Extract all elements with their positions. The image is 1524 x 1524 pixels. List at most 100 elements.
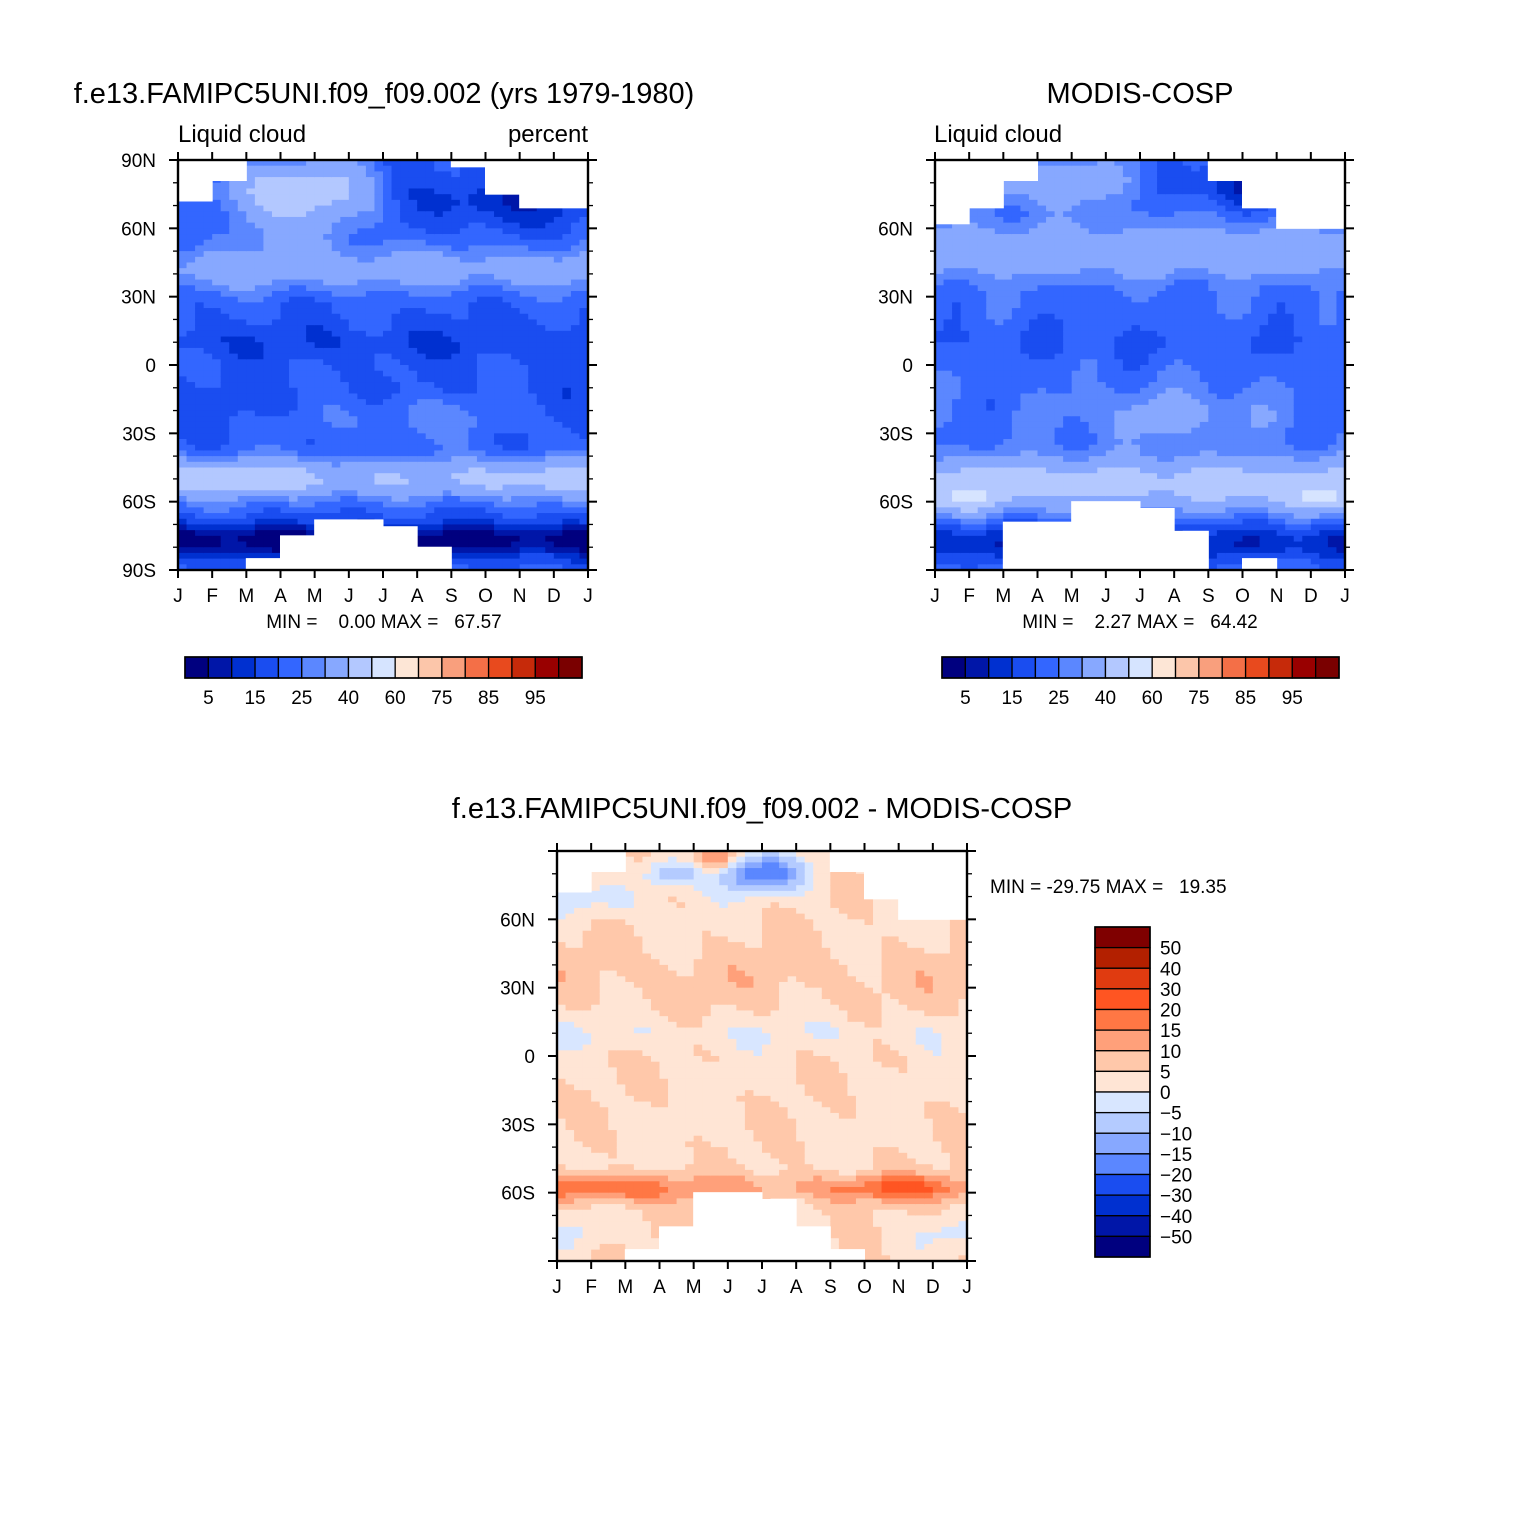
- heatmap-cell: [994, 234, 1004, 241]
- heatmap-cell: [1003, 501, 1013, 508]
- heatmap-cell: [271, 302, 282, 309]
- heatmap-cell: [553, 290, 563, 298]
- heatmap-cell: [323, 336, 333, 343]
- heatmap-cell: [383, 296, 393, 303]
- heatmap-cell: [1088, 251, 1098, 258]
- heatmap-cell: [254, 387, 265, 395]
- heatmap-cell: [186, 234, 196, 241]
- heatmap-cell: [579, 530, 589, 537]
- heatmap-cell: [1080, 182, 1090, 190]
- heatmap-cell: [1046, 177, 1056, 184]
- heatmap-cell: [459, 421, 470, 429]
- heatmap-cell: [528, 347, 538, 355]
- heatmap-cell: [986, 308, 996, 315]
- heatmap-cell: [195, 245, 205, 252]
- heatmap-cell: [271, 262, 282, 269]
- heatmap-cell: [357, 439, 367, 446]
- heatmap-cell: [280, 524, 290, 531]
- heatmap-cell: [1080, 376, 1090, 383]
- heatmap-cell: [476, 433, 487, 440]
- heatmap-cell: [237, 507, 247, 514]
- heatmap-cell: [451, 484, 461, 491]
- heatmap-cell: [485, 256, 495, 264]
- heatmap-cell: [1054, 404, 1064, 412]
- heatmap-cell: [400, 199, 410, 207]
- heatmap-cell: [562, 359, 572, 366]
- heatmap-cell: [1003, 347, 1013, 355]
- heatmap-cell: [511, 507, 521, 514]
- heatmap-cell: [331, 211, 341, 218]
- heatmap-cell: [511, 490, 521, 497]
- heatmap-cell: [306, 251, 316, 258]
- heatmap-cell: [323, 290, 333, 298]
- heatmap-cell: [229, 262, 239, 269]
- heatmap-cell: [297, 234, 307, 241]
- heatmap-cell: [476, 473, 487, 480]
- heatmap-cell: [935, 552, 945, 560]
- heatmap-cell: [220, 399, 230, 406]
- panel-model-units-label: percent: [508, 121, 588, 148]
- heatmap-cell: [314, 359, 324, 366]
- heatmap-cell: [519, 564, 529, 571]
- heatmap-cell: [1063, 205, 1073, 212]
- heatmap-cell: [237, 421, 247, 429]
- heatmap-cell: [1080, 484, 1090, 491]
- heatmap-cell: [994, 518, 1004, 526]
- heatmap-cell: [237, 365, 247, 372]
- heatmap-cell: [553, 228, 563, 235]
- heatmap-cell: [297, 387, 307, 395]
- heatmap-cell: [562, 410, 572, 417]
- heatmap-cell: [579, 473, 589, 480]
- heatmap-cell: [494, 393, 504, 400]
- heatmap-cell: [969, 513, 979, 520]
- heatmap-cell: [545, 404, 555, 412]
- heatmap-cell: [280, 365, 290, 372]
- heatmap-cell: [417, 222, 427, 229]
- heatmap-cell: [459, 484, 470, 491]
- heatmap-cell: [952, 530, 962, 537]
- heatmap-cell: [969, 530, 979, 537]
- heatmap-cell: [485, 393, 495, 400]
- heatmap-cell: [186, 552, 196, 560]
- heatmap-cell: [1003, 268, 1013, 275]
- heatmap-cell: [314, 484, 324, 491]
- heatmap-cell: [425, 256, 435, 264]
- heatmap-cell: [331, 205, 341, 212]
- heatmap-cell: [1046, 399, 1056, 406]
- heatmap-cell: [331, 285, 341, 292]
- heatmap-cell: [579, 319, 589, 326]
- heatmap-cell: [314, 347, 324, 355]
- heatmap-cell: [212, 461, 222, 469]
- heatmap-cell: [960, 239, 970, 247]
- heatmap-cell: [1020, 359, 1030, 366]
- heatmap-cell: [943, 342, 953, 349]
- heatmap-cell: [391, 359, 401, 366]
- heatmap-cell: [1046, 268, 1056, 275]
- heatmap-cell: [570, 330, 581, 338]
- heatmap-cell: [186, 535, 196, 543]
- heatmap-cell: [195, 404, 205, 412]
- heatmap-cell: [340, 251, 350, 258]
- heatmap-cell: [528, 359, 538, 366]
- heatmap-cell: [391, 268, 401, 275]
- heatmap-cell: [1011, 211, 1022, 218]
- heatmap-cell: [459, 279, 470, 286]
- heatmap-cell: [468, 165, 478, 172]
- heatmap-cell: [943, 421, 953, 429]
- heatmap-cell: [977, 342, 987, 349]
- heatmap-cell: [494, 461, 504, 469]
- heatmap-cell: [994, 421, 1004, 429]
- heatmap-cell: [400, 205, 410, 212]
- heatmap-cell: [297, 359, 307, 366]
- heatmap-cell: [289, 399, 299, 406]
- heatmap-cell: [383, 308, 393, 315]
- heatmap-cell: [425, 290, 435, 298]
- heatmap-cell: [212, 467, 222, 474]
- heatmap-cell: [195, 353, 205, 360]
- heatmap-cell: [220, 507, 230, 514]
- heatmap-cell: [553, 552, 563, 560]
- panel-obs: MODIS-COSP Liquid cloud J F M A M J J A S O N D J60N…: [878, 78, 1354, 709]
- heatmap-cell: [986, 359, 996, 366]
- heatmap-cell: [323, 393, 333, 400]
- heatmap-cell: [263, 439, 273, 446]
